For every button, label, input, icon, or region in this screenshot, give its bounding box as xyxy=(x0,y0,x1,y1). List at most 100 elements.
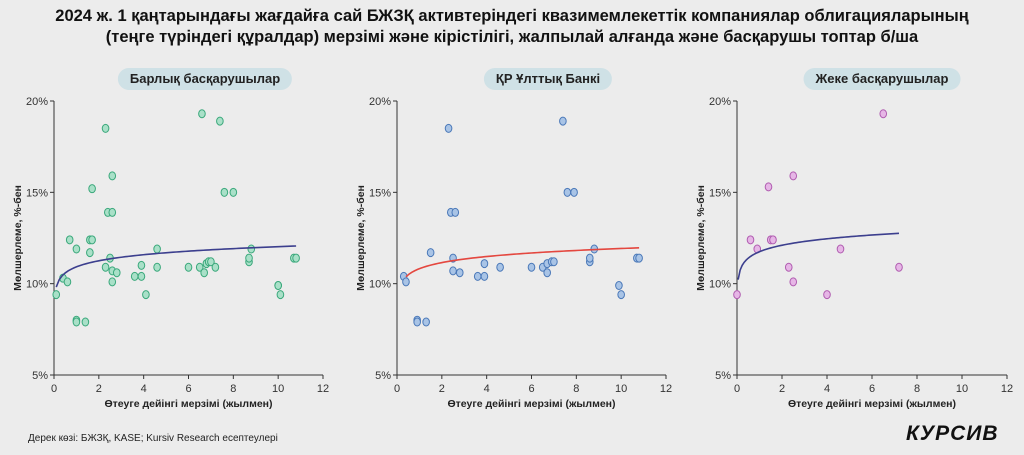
data-point xyxy=(550,257,558,267)
data-point xyxy=(451,207,460,217)
data-point xyxy=(480,259,489,269)
data-point xyxy=(570,187,578,197)
data-point xyxy=(229,187,238,197)
panel-title-national-bank: ҚР Ұлттық Банкі xyxy=(483,68,613,90)
kursiv-logo: КУРСИВ xyxy=(906,422,999,445)
data-point xyxy=(137,260,146,270)
data-point xyxy=(617,290,625,300)
chart-title: 2024 ж. 1 қаңтарындағы жағдайға сай БЖЗҚ… xyxy=(0,6,1024,48)
title-line-2: (теңге түріндегі құралдар) мерзімі және … xyxy=(105,28,919,46)
y-tick-label: 10% xyxy=(709,279,731,291)
y-axis-label: Мөлшерлеме, %-бен xyxy=(355,185,367,291)
x-tick-label: 8 xyxy=(914,383,920,395)
x-tick-label: 8 xyxy=(573,383,579,395)
data-point xyxy=(142,290,150,300)
data-point xyxy=(200,268,208,278)
data-point xyxy=(733,290,741,300)
y-tick-label: 15% xyxy=(26,187,48,199)
x-tick-label: 10 xyxy=(272,383,284,395)
data-point xyxy=(895,262,903,272)
data-point xyxy=(444,123,453,133)
x-axis-label: Өтеуге дейінгі мерзімі (жылмен) xyxy=(788,398,956,410)
panel-all-managers: 5% 10% 15% 20% 0 2 4 6 8 10 12 Өтеуге дейінгі мерзі… xyxy=(12,96,329,410)
x-tick-label: 10 xyxy=(615,383,627,395)
data-point xyxy=(195,262,204,272)
y-tick-label: 10% xyxy=(369,279,391,291)
x-tick-label: 12 xyxy=(317,383,329,395)
y-tick-label: 20% xyxy=(709,96,731,108)
trend-line xyxy=(737,232,900,280)
data-point xyxy=(52,290,61,300)
data-point xyxy=(635,253,643,263)
y-tick-label: 5% xyxy=(715,370,731,382)
x-tick-label: 4 xyxy=(824,383,830,395)
data-point xyxy=(72,317,81,327)
trend-line xyxy=(405,247,640,278)
y-tick-label: 5% xyxy=(375,370,391,382)
y-tick-label: 5% xyxy=(32,370,48,382)
data-point xyxy=(480,271,489,281)
x-tick-label: 12 xyxy=(660,383,672,395)
panel-title-all-managers: Барлық басқарушылар xyxy=(117,68,293,90)
x-tick-label: 6 xyxy=(528,383,534,395)
data-point xyxy=(496,262,504,272)
data-point xyxy=(108,277,117,287)
data-point xyxy=(137,271,146,281)
x-axis-label: Өтеуге дейінгі мерзімі (жылмен) xyxy=(447,398,615,410)
data-point xyxy=(101,123,110,133)
y-axis-label: Мөлшерлеме, %-бен xyxy=(12,185,24,291)
data-point xyxy=(527,262,536,272)
x-tick-label: 10 xyxy=(956,383,968,395)
data-point xyxy=(101,262,110,272)
y-tick-label: 15% xyxy=(369,187,391,199)
data-point xyxy=(274,280,282,290)
data-point xyxy=(823,290,831,300)
data-point xyxy=(198,109,206,119)
data-point xyxy=(473,271,482,281)
data-point xyxy=(543,268,551,278)
data-point xyxy=(789,277,798,287)
data-point xyxy=(413,317,421,327)
data-point xyxy=(153,262,161,272)
data-point xyxy=(88,184,96,194)
data-point xyxy=(86,248,94,258)
data-point xyxy=(455,268,464,278)
x-tick-label: 12 xyxy=(1001,383,1013,395)
title-line-1: 2024 ж. 1 қаңтарындағы жағдайға сай БЖЗҚ… xyxy=(55,7,969,25)
data-point xyxy=(559,116,567,126)
data-point xyxy=(245,253,253,263)
y-tick-label: 20% xyxy=(26,96,48,108)
data-point xyxy=(153,244,161,254)
x-tick-label: 2 xyxy=(439,383,445,395)
x-tick-label: 4 xyxy=(141,383,147,395)
data-point xyxy=(836,244,845,254)
data-point xyxy=(563,187,572,197)
panel-national-bank: 5% 10% 15% 20% 0 2 4 6 8 10 12 Өтеуге дейінгі мерзі… xyxy=(355,96,672,410)
x-tick-label: 6 xyxy=(185,383,191,395)
data-point xyxy=(789,171,798,181)
data-point xyxy=(764,182,773,192)
data-point xyxy=(211,262,220,272)
data-point xyxy=(72,244,81,254)
data-point xyxy=(746,235,755,245)
x-tick-label: 6 xyxy=(869,383,875,395)
data-point xyxy=(784,262,793,272)
data-point xyxy=(220,187,229,197)
data-point xyxy=(292,253,300,263)
data-point xyxy=(130,271,139,281)
y-axis-label: Мөлшерлеме, %-бен xyxy=(695,185,707,291)
data-point xyxy=(879,109,888,119)
data-point xyxy=(402,277,410,287)
data-point xyxy=(184,262,193,272)
x-tick-label: 0 xyxy=(394,383,400,395)
x-tick-label: 2 xyxy=(96,383,102,395)
x-tick-label: 0 xyxy=(51,383,57,395)
y-tick-label: 15% xyxy=(709,187,731,199)
data-point xyxy=(422,317,430,327)
panel-title-private-managers: Жеке басқарушылар xyxy=(803,68,961,90)
data-point xyxy=(615,280,623,290)
data-point xyxy=(81,317,90,327)
data-point xyxy=(207,257,215,267)
x-tick-label: 8 xyxy=(230,383,236,395)
